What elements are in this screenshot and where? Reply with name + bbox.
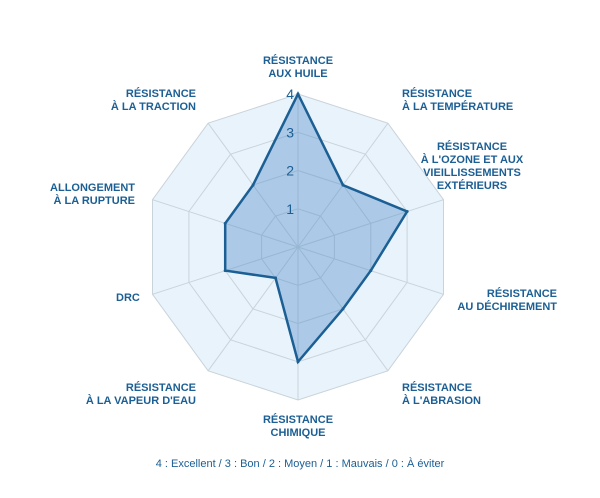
data-point-1 (296, 92, 300, 96)
data-point-10 (251, 183, 255, 187)
axis-label-6: RÉSISTANCE CHIMIQUE (262, 414, 334, 439)
rating-legend: 4 : Excellent / 3 : Bon / 2 : Moyen / 1 … (155, 458, 445, 470)
data-point-4 (369, 269, 373, 273)
axis-label-4: RÉSISTANCE AU DÉCHIREMENT (457, 288, 557, 313)
axis-label-7: RÉSISTANCE À LA VAPEUR D'EAU (85, 382, 196, 407)
data-point-3 (405, 210, 409, 213)
axis-label-1: RÉSISTANCE AUX HUILE (262, 55, 334, 80)
data-point-6 (296, 360, 300, 364)
tick-label-3: 3 (286, 124, 294, 140)
axis-label-10: RÉSISTANCE À LA TRACTION (110, 88, 196, 113)
axis-line-3 (297, 199, 444, 248)
axis-label-3: RÉSISTANCE À L'OZONE ET AUX VIEILLISSEMENT… (420, 141, 524, 192)
data-point-8 (223, 269, 227, 273)
data-point-7 (274, 276, 277, 280)
axis-label-5: RÉSISTANCE À L'ABRASION (402, 382, 482, 407)
axis-label-2: RÉSISTANCE À LA TEMPÉRATURE (402, 88, 514, 113)
data-point-9 (223, 221, 227, 225)
tick-label-2: 2 (286, 163, 294, 179)
axis-label-9: ALLONGEMENT À LA RUPTURE (50, 182, 135, 207)
axis-line-7 (207, 246, 299, 372)
tick-label-4: 4 (286, 86, 294, 102)
axis-label-8: DRC (116, 292, 140, 304)
data-point-2 (341, 183, 345, 187)
tick-label-1: 1 (286, 201, 294, 217)
data-point-5 (341, 307, 345, 311)
